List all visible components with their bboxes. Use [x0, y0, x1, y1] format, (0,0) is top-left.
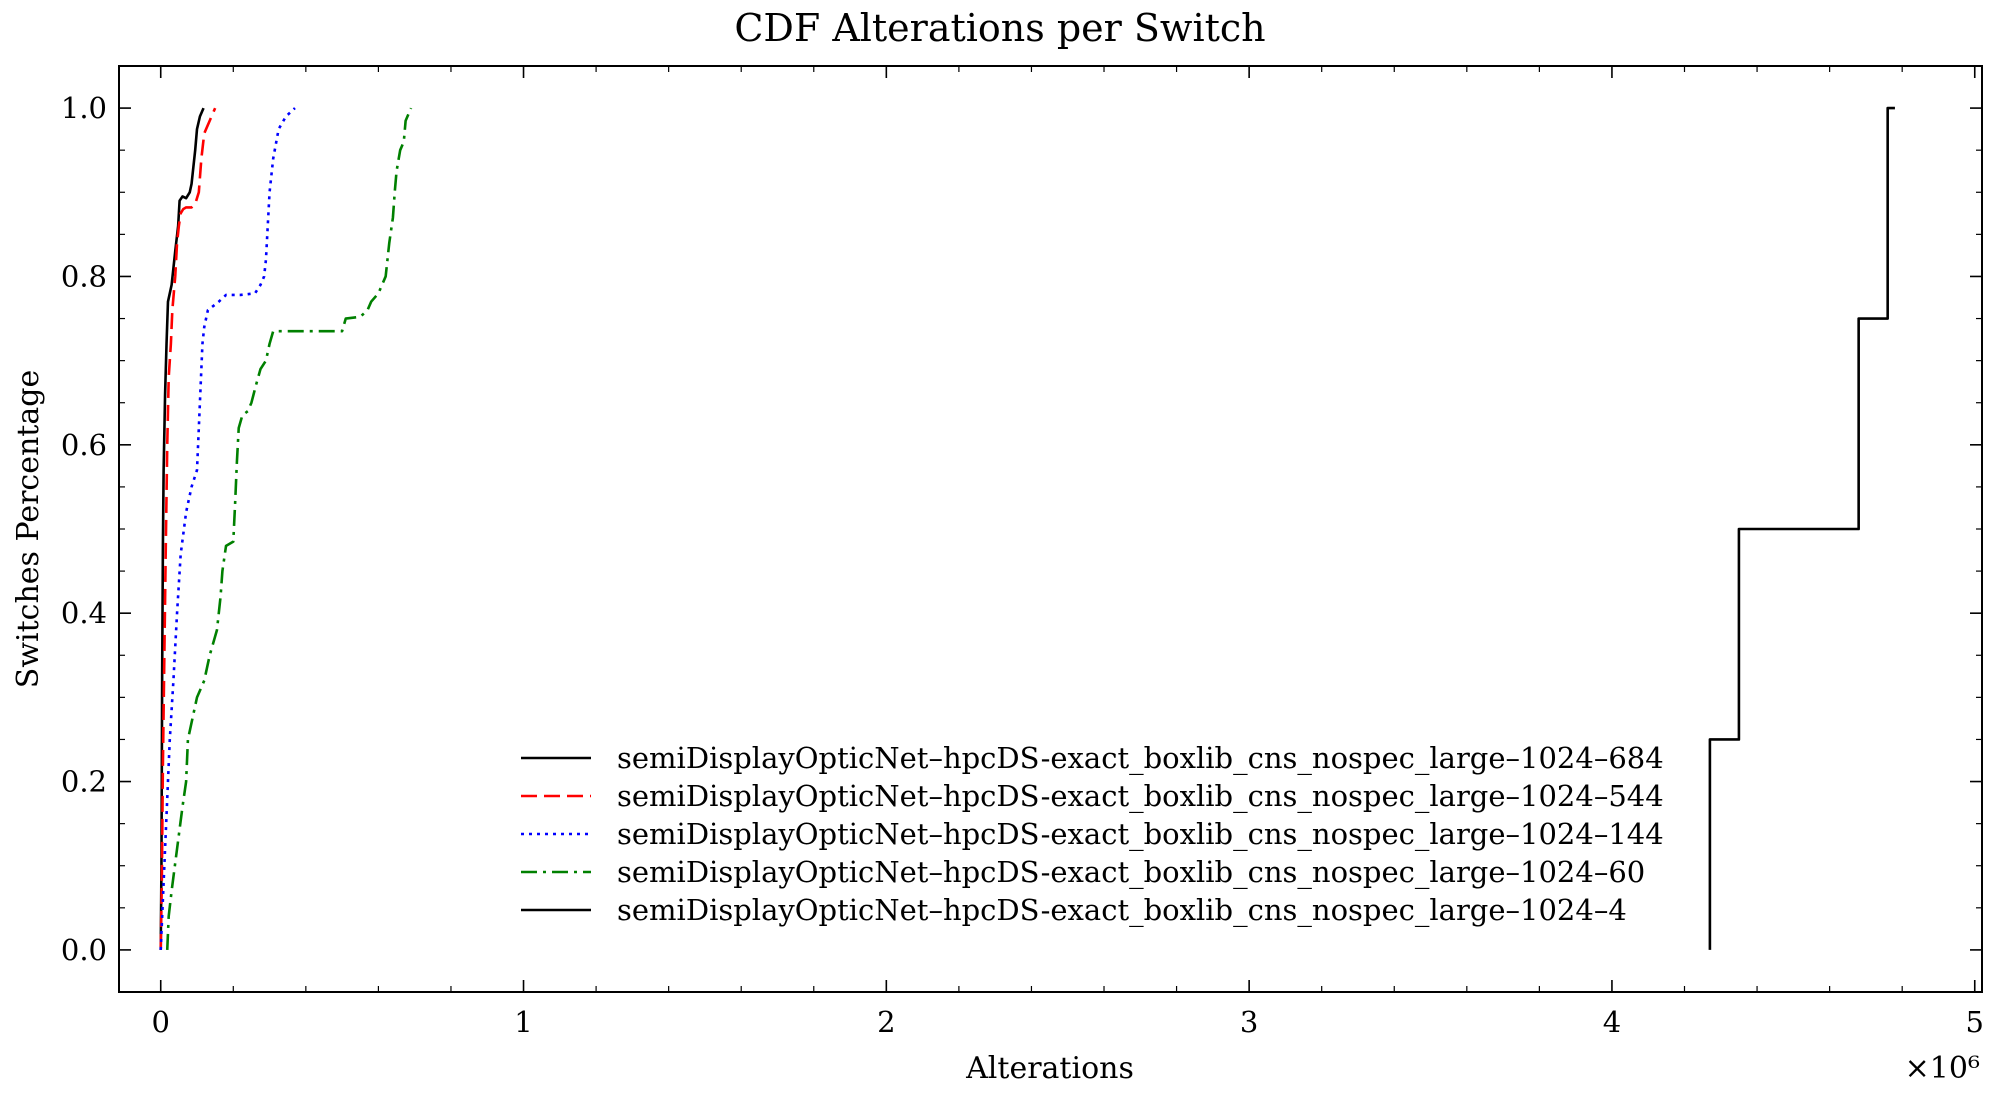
series-line-5 [1708, 106, 1895, 950]
legend-label: semiDisplayOpticNet–hpcDS-exact_boxlib_c… [617, 779, 1664, 814]
x-tick-label: 0 [151, 1005, 169, 1039]
y-tick-label: 0.6 [61, 428, 107, 462]
legend-label: semiDisplayOpticNet–hpcDS-exact_boxlib_c… [617, 855, 1645, 890]
y-tick-label: 1.0 [61, 91, 107, 125]
legend-label: semiDisplayOpticNet–hpcDS-exact_boxlib_c… [617, 741, 1664, 776]
legend-label: semiDisplayOpticNet–hpcDS-exact_boxlib_c… [617, 817, 1664, 852]
y-tick-label: 0.2 [61, 765, 107, 799]
series-line-2 [159, 107, 217, 950]
plot-area [159, 106, 1895, 950]
legend-label: semiDisplayOpticNet–hpcDS-exact_boxlib_c… [617, 893, 1627, 928]
chart-title: CDF Alterations per Switch [734, 6, 1265, 50]
axis-ticks: 0 1 2 3 4 5 0.0 0.2 0.4 0.6 0.8 1.0 [61, 66, 1984, 1039]
x-tick-label: 1 [514, 1005, 532, 1039]
y-axis-label: Switches Percentage [11, 370, 46, 688]
y-tick-label: 0.0 [61, 933, 107, 967]
series-line-4 [165, 107, 413, 950]
x-axis-label: Alterations [965, 1051, 1134, 1086]
x-multiplier-label: ×10⁶ [1905, 1051, 1980, 1086]
x-tick-label: 5 [1966, 1005, 1984, 1039]
y-tick-label: 0.4 [61, 596, 107, 630]
x-tick-label: 3 [1240, 1005, 1258, 1039]
axes-frame [118, 65, 1983, 993]
y-tick-label: 0.8 [61, 259, 107, 293]
legend: semiDisplayOpticNet–hpcDS-exact_boxlib_c… [521, 741, 1664, 928]
x-tick-label: 4 [1603, 1005, 1621, 1039]
x-tick-label: 2 [877, 1005, 895, 1039]
